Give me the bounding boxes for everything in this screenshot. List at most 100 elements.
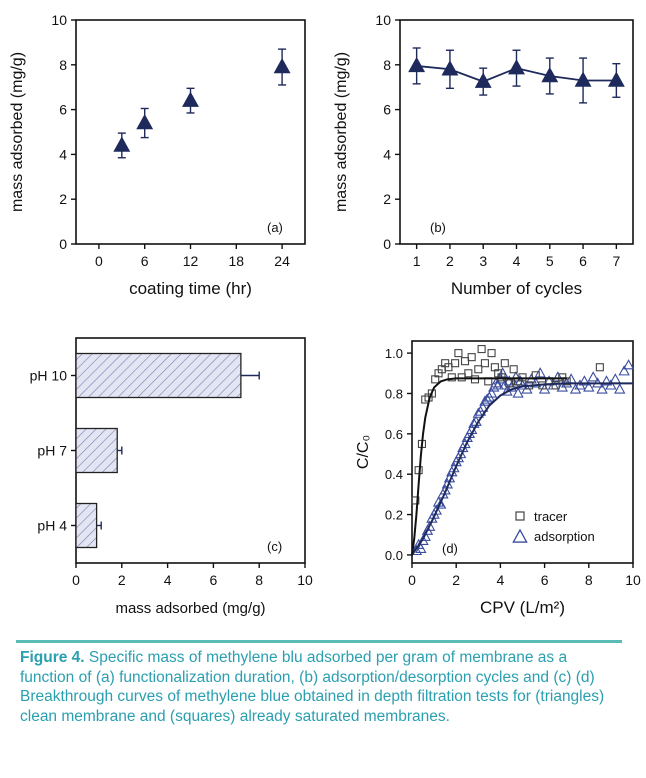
- x-tick-label: 2: [452, 572, 460, 588]
- panel-c: 0 2 4 6 8 10 pH 10 pH 7 pH 4 (c) mass adsorbed (mg…: [30, 337, 313, 617]
- adsorption-point: [596, 383, 608, 394]
- adsorption-point: [415, 542, 427, 554]
- x-axis-label: mass adsorbed (mg/g): [115, 600, 265, 617]
- y-tick-label: 0.8: [385, 386, 403, 401]
- tracer-point: [497, 373, 506, 382]
- adsorption-point: [477, 401, 489, 412]
- bar: [75, 502, 98, 549]
- x-tick-label: 4: [164, 572, 172, 588]
- tracer-fit-line: [411, 377, 567, 556]
- category-label: pH 10: [30, 368, 68, 384]
- tracer-point: [477, 345, 486, 354]
- y-tick-label: 0: [59, 236, 67, 252]
- y-tick-label: 10: [51, 12, 67, 28]
- x-tick-label: 10: [297, 572, 313, 588]
- data-point-triangle: [113, 136, 131, 152]
- caption-lead: Figure 4.: [20, 649, 85, 666]
- y-axis-label: C/C₀: [355, 435, 372, 469]
- tracer-point: [595, 363, 604, 372]
- panel-d: 0 2 4 6 8 10 0.0 0.2 0.4 0.6 0.8 1.0 tracer adsorptio…: [355, 340, 641, 617]
- adsorption-point: [435, 498, 447, 509]
- figure-caption: Figure 4. Specific mass of methylene blu…: [20, 648, 620, 726]
- adsorption-point: [485, 387, 498, 398]
- adsorption-point: [605, 379, 617, 390]
- tracer-point: [480, 359, 489, 368]
- tracer-point: [509, 365, 518, 374]
- adsorption-point: [492, 379, 504, 390]
- plot-frame: [411, 340, 634, 564]
- x-tick-label: 6: [541, 572, 549, 588]
- x-tick-label: 2: [446, 253, 454, 269]
- plot-frame: [75, 19, 306, 245]
- x-tick-label: 6: [579, 253, 587, 269]
- adsorption-point: [496, 367, 509, 378]
- x-tick-label: 2: [118, 572, 126, 588]
- adsorption-point: [534, 367, 546, 378]
- y-tick-label: 2: [383, 191, 391, 207]
- x-tick-label: 4: [497, 572, 505, 588]
- category-label: pH 7: [37, 443, 67, 459]
- tracer-point: [464, 369, 473, 378]
- data-point-triangle: [574, 71, 592, 87]
- y-tick-label: 1.0: [385, 346, 403, 361]
- x-axis-label: coating time (hr): [129, 279, 252, 298]
- y-tick-label: 4: [383, 146, 391, 162]
- category-label: pH 4: [37, 518, 67, 534]
- adsorption-point: [587, 371, 599, 382]
- adsorption-fit-line: [411, 382, 633, 556]
- legend-swatch-adsorption: [512, 528, 528, 543]
- x-tick-label: 8: [255, 572, 263, 588]
- panel-label: (c): [267, 539, 282, 554]
- adsorption-point: [510, 371, 522, 382]
- adsorption-point: [472, 407, 484, 418]
- x-tick-label: 6: [141, 253, 149, 269]
- x-tick-label: 5: [546, 253, 554, 269]
- y-axis-label: mass adsorbed (mg/g): [333, 52, 350, 212]
- tracer-point: [505, 379, 514, 388]
- y-tick-label: 0.0: [385, 548, 403, 563]
- x-tick-label: 1: [413, 253, 421, 269]
- adsorption-point: [468, 417, 480, 428]
- x-tick-label: 3: [479, 253, 487, 269]
- tracer-point: [460, 357, 470, 366]
- y-tick-label: 0.6: [385, 427, 403, 442]
- tracer-point: [454, 349, 463, 358]
- x-axis-label: CPV (L/m²): [480, 598, 565, 617]
- tracer-point: [487, 349, 496, 358]
- adsorption-point: [512, 387, 524, 398]
- panel-label: (b): [430, 220, 446, 235]
- adsorption-point: [419, 530, 431, 541]
- adsorption-point: [481, 393, 493, 404]
- tracer-point: [470, 375, 480, 384]
- data-point-triangle: [474, 72, 492, 88]
- panel-label: (d): [442, 541, 458, 556]
- panel-label: (a): [267, 220, 283, 235]
- x-tick-label: 7: [612, 253, 620, 269]
- tracer-point: [500, 359, 509, 368]
- y-tick-label: 0: [383, 236, 391, 252]
- data-point-triangle: [136, 114, 154, 130]
- data-point-triangle: [508, 59, 525, 75]
- y-tick-label: 4: [59, 146, 67, 162]
- y-tick-label: 6: [59, 102, 67, 118]
- data-point-triangle: [408, 56, 426, 73]
- adsorption-point: [423, 520, 436, 531]
- tracer-point: [457, 373, 466, 382]
- data-point-triangle: [541, 66, 559, 83]
- x-axis-label: Number of cycles: [451, 279, 582, 298]
- legend-swatch-tracer: [515, 511, 525, 521]
- tracer-point: [474, 365, 483, 374]
- x-tick-label: 6: [210, 572, 218, 588]
- adsorption-point: [578, 375, 591, 386]
- tracer-point: [551, 381, 560, 390]
- tracer-point: [451, 359, 460, 368]
- tracer-point: [467, 353, 476, 362]
- x-tick-label: 18: [229, 253, 245, 269]
- tracer-point: [518, 373, 527, 382]
- x-tick-label: 0: [72, 572, 80, 588]
- y-tick-label: 0.4: [385, 467, 403, 482]
- adsorption-point: [600, 375, 613, 386]
- adsorption-point: [565, 373, 577, 384]
